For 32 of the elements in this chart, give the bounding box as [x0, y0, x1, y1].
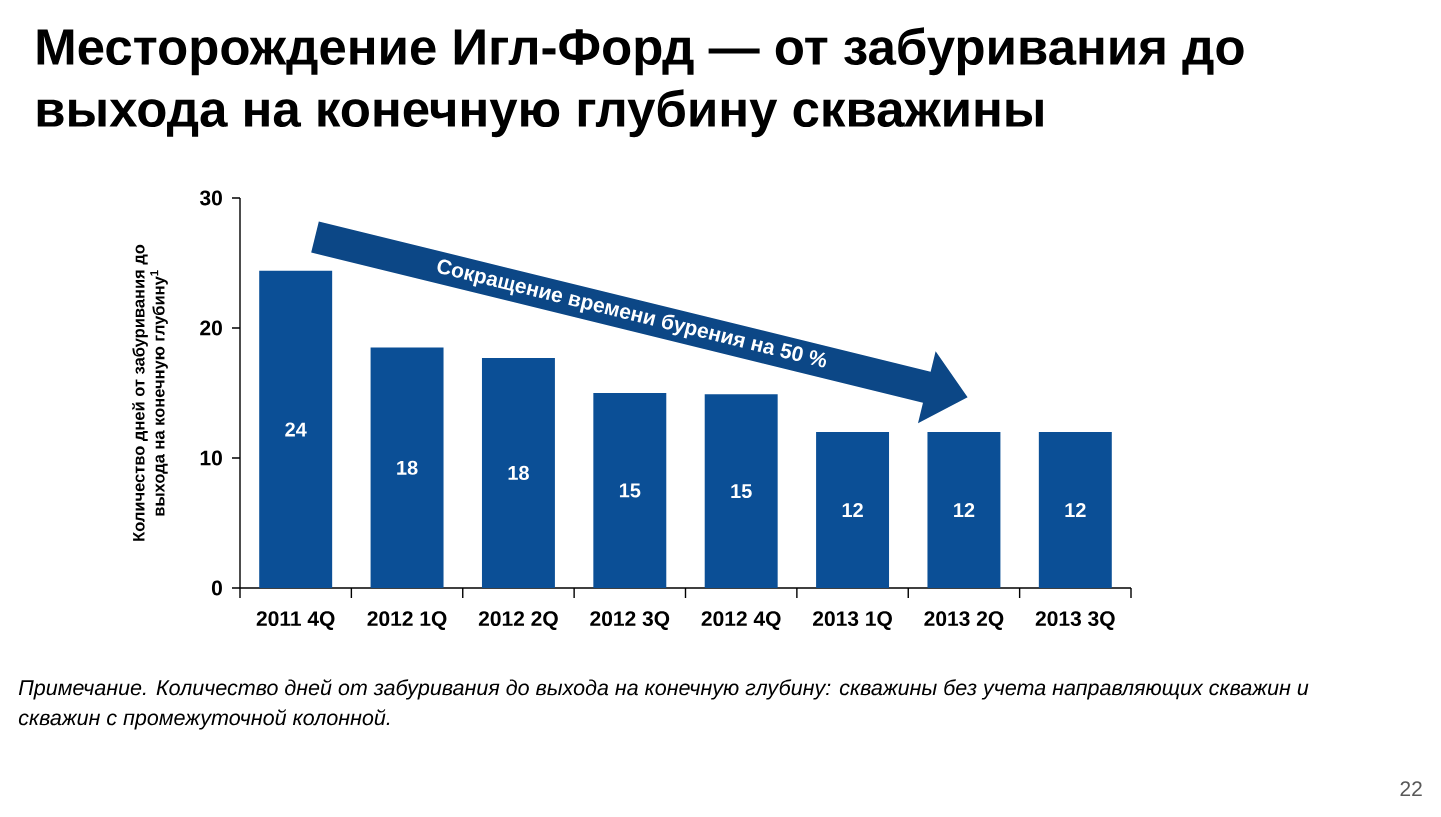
x-tick-label: 2011 4Q — [256, 611, 335, 630]
y-tick-label: 0 — [211, 580, 222, 596]
data-label: 18 — [508, 465, 529, 481]
data-label: 18 — [397, 460, 418, 475]
data-label: 15 — [619, 483, 641, 498]
data-label: 12 — [842, 503, 863, 517]
x-tick-label: 2013 2Q — [924, 611, 1004, 630]
y-tick-label: 30 — [199, 190, 222, 206]
x-tick-label: 2013 1Q — [813, 611, 892, 630]
bar — [370, 347, 444, 588]
data-label: 12 — [954, 503, 975, 517]
x-tick-label: 2012 4Q — [701, 611, 781, 630]
chart-title: Месторождение Игл-Форд — от забуривания до выхода на конечную глубину скважины — [37, 27, 1244, 138]
bar — [481, 357, 555, 588]
bar — [593, 393, 667, 588]
data-label: 12 — [1065, 503, 1086, 517]
text: 22 — [1400, 781, 1422, 796]
y-tick-label: 10 — [200, 450, 222, 466]
y-tick-label: 20 — [200, 320, 222, 336]
bar — [816, 432, 890, 588]
data-label: 24 — [285, 422, 307, 437]
x-tick-label: 2012 2Q — [478, 611, 558, 630]
x-tick-label: 2012 3Q — [590, 611, 670, 630]
bar — [259, 270, 333, 588]
x-tick-label: 2012 1Q — [367, 611, 447, 630]
text: Примечание. Количество дней от забуривания до выхода на конечную глубину: скважины без учета направляющих скважин и скважин с промежуточной колонной. — [18, 679, 1309, 730]
bar — [927, 432, 1001, 588]
bar — [1038, 432, 1112, 588]
data-label: 15 — [731, 484, 752, 499]
y-axis-title: Количество дней от забуривания до выхода на конечную глубину$^{1}$ — [132, 244, 168, 541]
x-tick-label: 2013 3Q — [1035, 611, 1115, 630]
bar — [704, 394, 778, 588]
